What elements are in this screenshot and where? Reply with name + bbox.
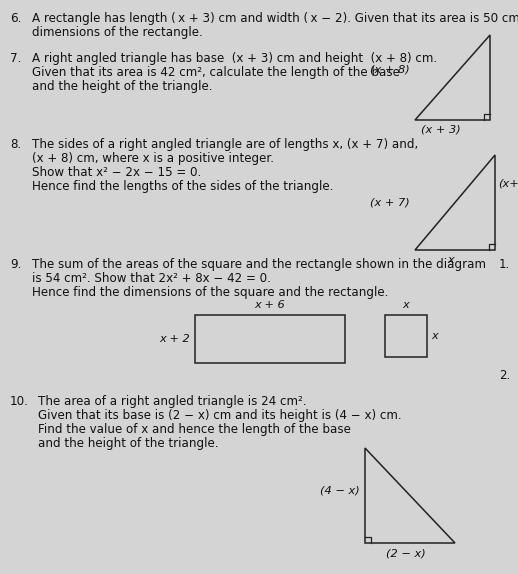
- Text: (x + 7): (x + 7): [370, 197, 410, 207]
- Text: (2 − x): (2 − x): [385, 548, 425, 558]
- Text: is 54 cm². Show that 2x² + 8x − 42 = 0.: is 54 cm². Show that 2x² + 8x − 42 = 0.: [32, 272, 271, 285]
- Text: and the height of the triangle.: and the height of the triangle.: [32, 80, 212, 93]
- Text: x + 6: x + 6: [255, 300, 285, 310]
- Text: (x + 8) cm, where x is a positive integer.: (x + 8) cm, where x is a positive intege…: [32, 152, 274, 165]
- Text: 2.: 2.: [499, 369, 510, 382]
- Text: 9.: 9.: [10, 258, 21, 271]
- Text: The sum of the areas of the square and the rectangle shown in the diagram: The sum of the areas of the square and t…: [32, 258, 486, 271]
- Text: (x+: (x+: [498, 179, 518, 188]
- Bar: [385, 315, 427, 357]
- Text: x + 2: x + 2: [159, 334, 190, 344]
- Text: 10.: 10.: [10, 395, 29, 408]
- Text: x: x: [402, 300, 409, 310]
- Bar: [195, 315, 345, 363]
- Text: A right angled triangle has base  (x + 3) cm and height  (x + 8) cm.: A right angled triangle has base (x + 3)…: [32, 52, 437, 65]
- Text: (x + 8): (x + 8): [370, 64, 410, 74]
- Text: 8.: 8.: [10, 138, 21, 151]
- Text: dimensions of the rectangle.: dimensions of the rectangle.: [32, 26, 203, 39]
- Text: 7.: 7.: [10, 52, 21, 65]
- Text: (x + 3): (x + 3): [421, 124, 461, 134]
- Text: 1.: 1.: [499, 258, 510, 271]
- Text: The sides of a right angled triangle are of lengths x, (x + 7) and,: The sides of a right angled triangle are…: [32, 138, 418, 151]
- Text: x: x: [448, 255, 454, 265]
- Text: x: x: [431, 331, 438, 341]
- Text: Given that its area is 42 cm², calculate the length of the base: Given that its area is 42 cm², calculate…: [32, 66, 400, 79]
- Text: and the height of the triangle.: and the height of the triangle.: [38, 437, 219, 450]
- Text: 6.: 6.: [10, 12, 21, 25]
- Text: Hence find the dimensions of the square and the rectangle.: Hence find the dimensions of the square …: [32, 286, 388, 299]
- Text: The area of a right angled triangle is 24 cm².: The area of a right angled triangle is 2…: [38, 395, 307, 408]
- Text: Hence find the lengths of the sides of the triangle.: Hence find the lengths of the sides of t…: [32, 180, 334, 193]
- Text: Given that its base is (2 − x) cm and its height is (4 − x) cm.: Given that its base is (2 − x) cm and it…: [38, 409, 401, 422]
- Text: (4 − x): (4 − x): [320, 486, 360, 496]
- Text: Find the value of x and hence the length of the base: Find the value of x and hence the length…: [38, 423, 351, 436]
- Text: Show that x² − 2x − 15 = 0.: Show that x² − 2x − 15 = 0.: [32, 166, 202, 179]
- Text: A rectangle has length ( x + 3) cm and width ( x − 2). Given that its area is 50: A rectangle has length ( x + 3) cm and w…: [32, 12, 518, 25]
